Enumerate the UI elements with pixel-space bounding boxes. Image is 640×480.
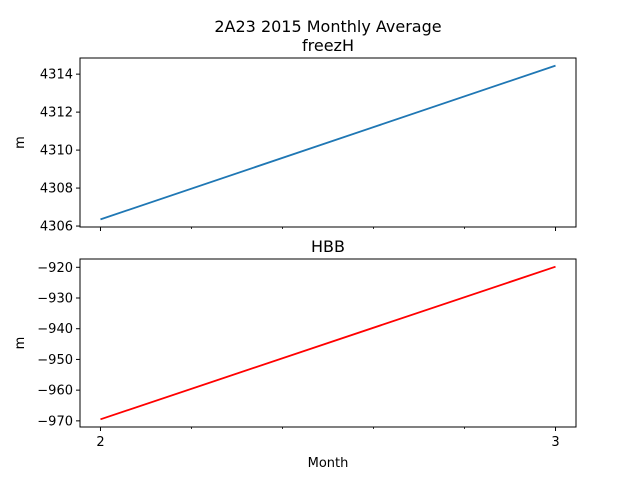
figure-suptitle: 2A23 2015 Monthly Average [214,17,441,36]
y-tick-label: −940 [37,322,73,337]
axes-frame [79,57,577,228]
subplot-title: HBB [311,237,345,256]
y-axis-label: m [13,136,28,149]
y-tick-label: −970 [37,414,73,429]
x-axis-label: Month [308,456,349,471]
y-tick-label: −920 [37,261,73,276]
y-tick-label: −960 [37,384,73,399]
y-tick-label: 4314 [40,68,73,83]
y-tick-label: −930 [37,292,73,307]
subplot-hbb: HBB m −970 −960 −950 −940 −930 −920 2 3 [13,237,577,450]
subplot-title: freezH [302,36,354,55]
y-tick-label: −950 [37,353,73,368]
y-tick-label: 4310 [40,144,73,159]
x-tick-label: 3 [551,435,559,450]
y-tick-label: 4306 [40,220,73,235]
subplot-freezh: freezH m 4306 4308 4310 4312 4314 [13,36,577,235]
series-line [100,265,556,421]
y-axis-label: m [13,337,28,350]
x-tick-label: 2 [96,435,104,450]
axes-frame [79,258,577,428]
series-line [100,64,556,221]
y-tick-label: 4308 [40,182,73,197]
y-tick-label: 4312 [40,106,73,121]
